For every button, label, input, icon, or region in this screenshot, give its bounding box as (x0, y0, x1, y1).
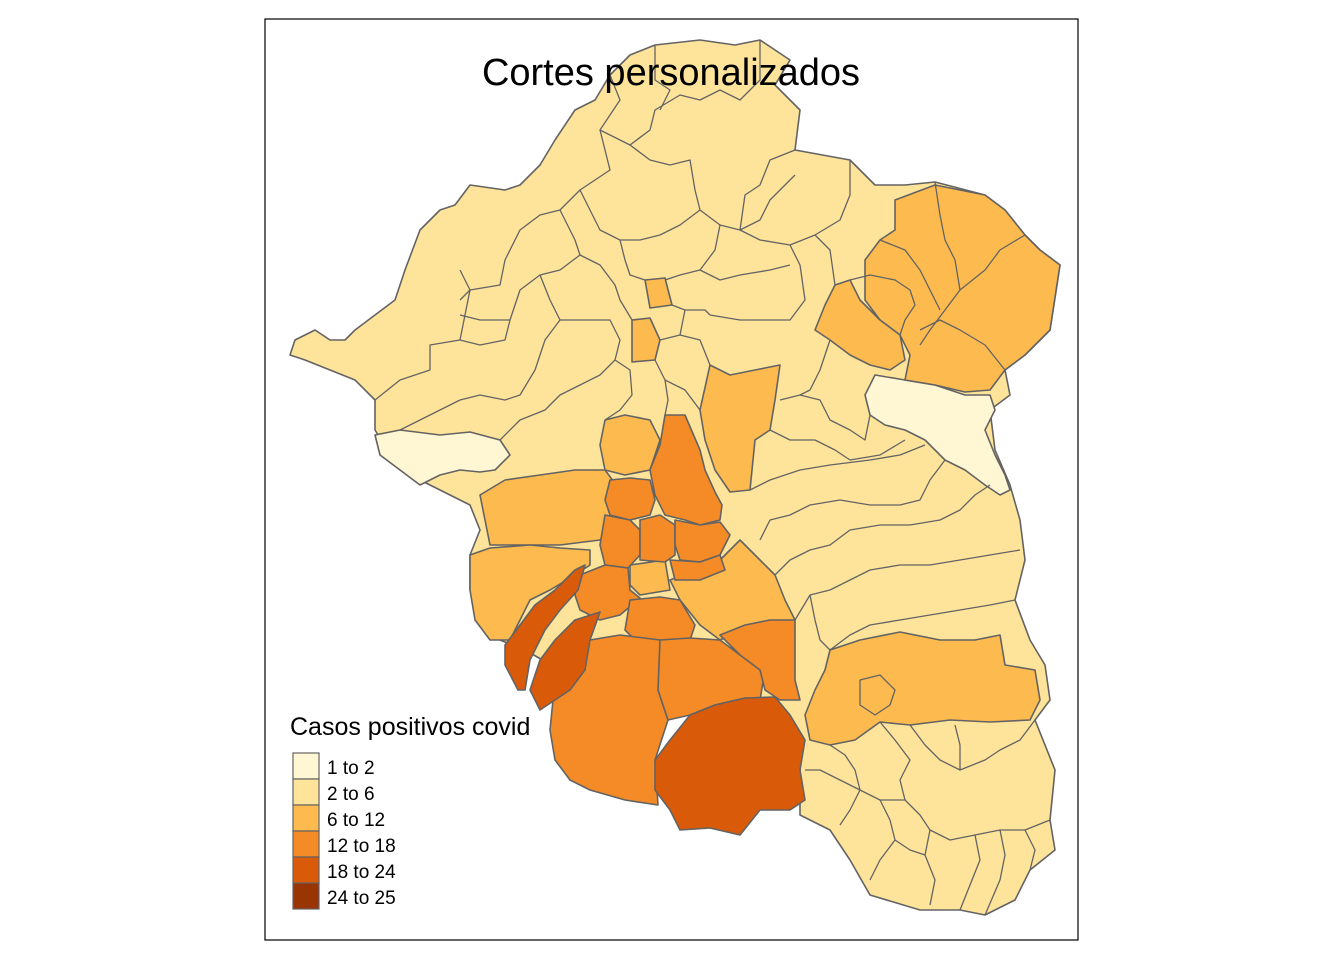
region-dark-southwest[interactable] (529, 611, 601, 711)
legend: Casos positivos covid 1 to 2 2 to 6 6 to… (290, 713, 530, 910)
internal-borders (374, 40, 1051, 916)
region-small-center[interactable] (629, 559, 671, 596)
region-orange-north[interactable] (649, 414, 723, 526)
legend-label-18-24: 18 to 24 (327, 862, 396, 883)
legend-label-6-12: 6 to 12 (327, 810, 385, 831)
region-light-west[interactable] (374, 429, 511, 486)
region-southeast[interactable] (804, 631, 1041, 746)
legend-title: Casos positivos covid (290, 713, 530, 741)
region-light-east[interactable] (864, 374, 1011, 496)
region-orange-mid1[interactable] (599, 514, 641, 569)
region-orange-northwest[interactable] (604, 477, 656, 521)
map-frame (264, 18, 1079, 941)
region-dark-south[interactable] (654, 696, 806, 836)
region-orange-mid4[interactable] (669, 554, 726, 581)
legend-swatch-18-24 (292, 856, 320, 884)
legend-swatch-1-2 (292, 752, 320, 780)
legend-swatch-12-18 (292, 830, 320, 858)
region-central-north[interactable] (699, 364, 781, 493)
map-title: Cortes personalizados (482, 52, 860, 94)
region-orange-mid2[interactable] (639, 514, 676, 563)
legend-label-24-25: 24 to 25 (327, 888, 396, 909)
legend-label-12-18: 12 to 18 (327, 836, 396, 857)
region-central-south[interactable] (669, 539, 796, 641)
legend-swatch-24-25 (292, 882, 320, 910)
legend-label-1-2: 1 to 2 (327, 758, 375, 779)
region-southwest[interactable] (469, 544, 591, 641)
region-small-north[interactable] (631, 317, 661, 363)
legend-swatch-6-12 (292, 804, 320, 832)
legend-swatch-2-6 (292, 778, 320, 806)
region-east-mid[interactable] (814, 279, 906, 371)
region-orange-southeast[interactable] (719, 619, 801, 701)
legend-label-2-6: 2 to 6 (327, 784, 375, 805)
region-dark-west[interactable] (504, 564, 586, 691)
